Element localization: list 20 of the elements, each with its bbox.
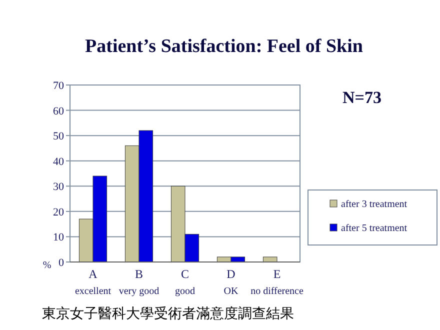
x-tick-label: D OK [224, 267, 239, 297]
bar [262, 256, 278, 262]
text: 東京女子醫科大學受術者滿意度調查結果 [42, 306, 294, 322]
y-tick-label: 40 [53, 156, 64, 168]
text: N=73 [342, 88, 382, 107]
y-tick-label: 70 [53, 80, 64, 92]
y-tick-label: 50 [53, 130, 64, 143]
y-tick-label: 10 [53, 232, 64, 244]
y-tick-label: 30 [53, 181, 64, 194]
y-tick-label: 20 [53, 206, 64, 218]
x-tick-label: E no difference [250, 267, 304, 297]
y-tick-label: 60 [53, 105, 64, 118]
y-axis-title: % [42, 260, 52, 271]
x-tick-label: C good [175, 267, 195, 297]
legend-label: after 3 treatment [341, 199, 408, 210]
x-tick-label: B very good [118, 267, 160, 297]
chart-title: Patient’s Satisfaction: Feel of Skin [85, 36, 364, 57]
legend-label: after 5 treatment [341, 223, 408, 234]
y-tick-label: 0 [58, 257, 64, 269]
x-tick-label: A excellent [74, 267, 112, 297]
